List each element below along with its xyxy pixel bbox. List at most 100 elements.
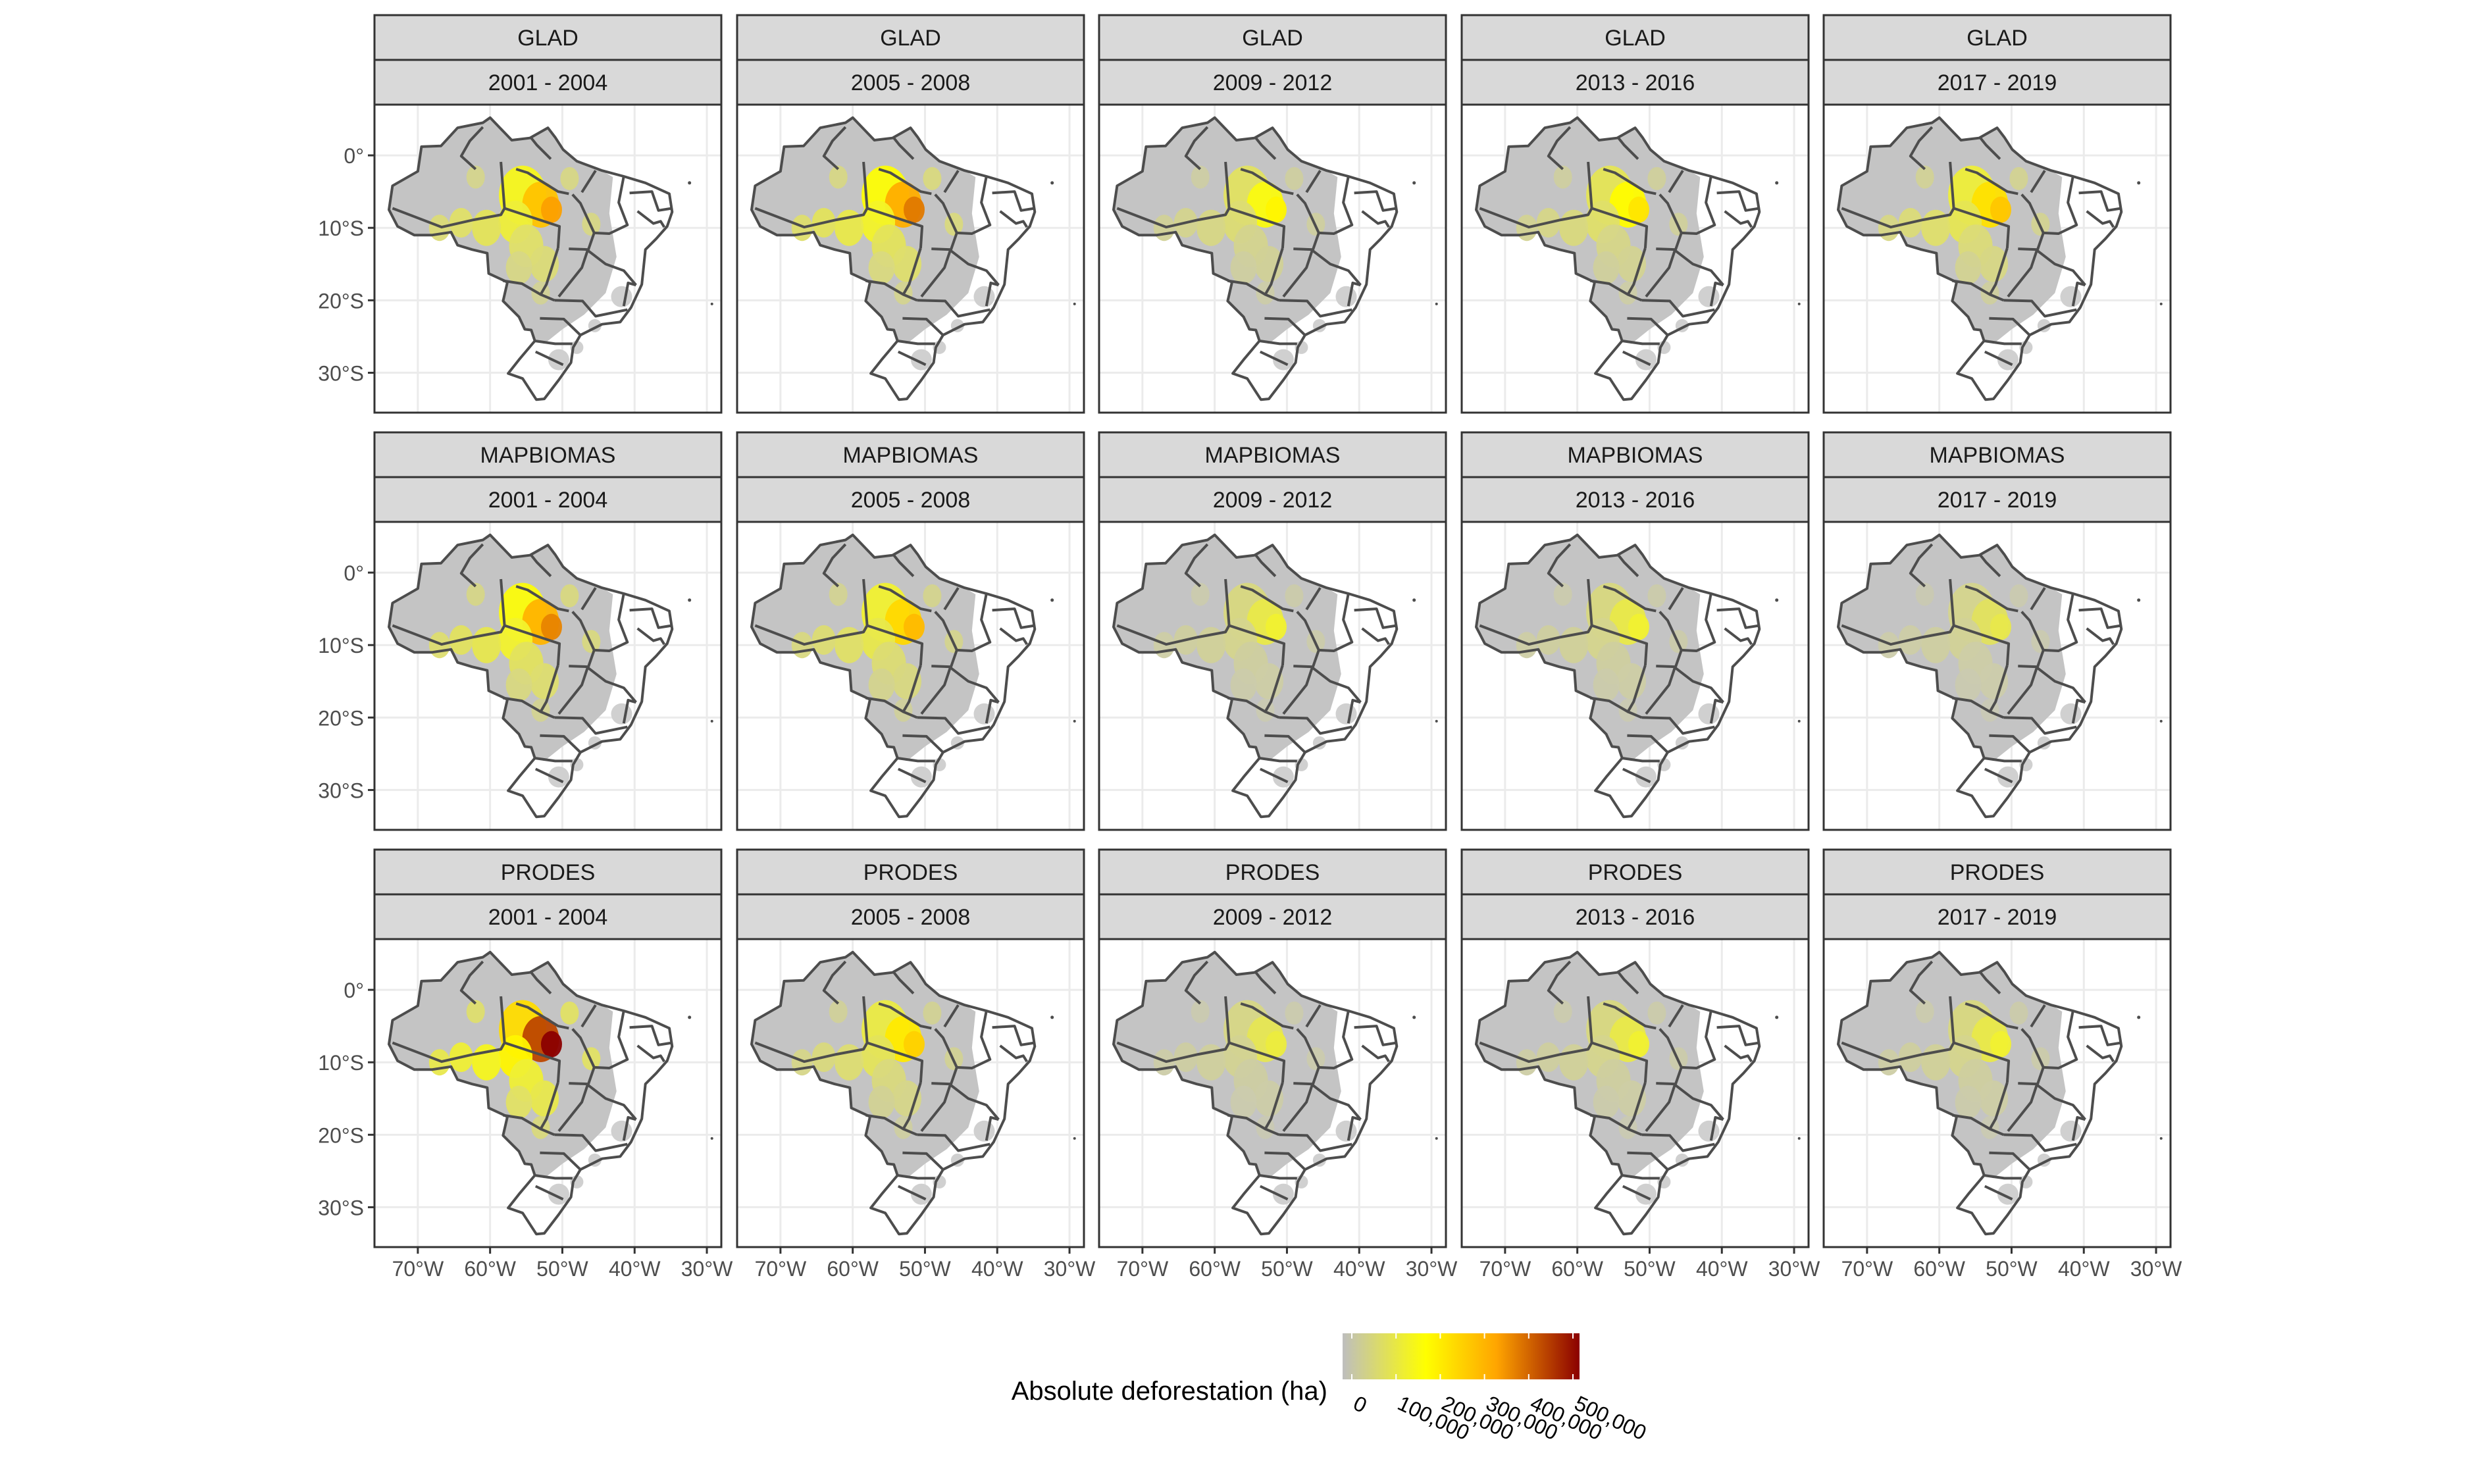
facet-strip-source <box>1822 14 2172 61</box>
state-border <box>1724 627 1753 646</box>
state-border <box>540 317 582 336</box>
deforestation-hotspot <box>903 196 925 223</box>
state-border <box>503 279 542 296</box>
deforestation-low-patch <box>1272 1183 1294 1205</box>
map-panel: GLAD 2009 - 2012 <box>1098 14 1447 414</box>
deforestation-hotspot <box>1990 613 2011 640</box>
state-border <box>2030 170 2046 193</box>
state-border <box>580 1004 597 1028</box>
deforestation-hotspot <box>1265 1031 1287 1058</box>
panel-border <box>373 938 723 1248</box>
state-border <box>1989 1151 2031 1171</box>
deforestation-hotspot <box>892 245 922 282</box>
state-border <box>1227 696 1266 713</box>
deforestation-low-patch <box>910 349 932 371</box>
deforestation-hotspot <box>1191 582 1210 606</box>
state-border <box>636 210 665 228</box>
deforestation-hotspot <box>791 215 813 242</box>
state-border <box>865 1113 904 1131</box>
deforestation-hotspot <box>1153 632 1175 659</box>
state-border <box>897 1185 927 1201</box>
state-border <box>956 1010 992 1069</box>
state-border <box>1361 627 1390 646</box>
state-border <box>1617 971 1639 995</box>
state-border <box>622 698 636 724</box>
island-marker <box>1435 302 1438 305</box>
island-marker <box>1797 1137 1801 1140</box>
island-marker <box>1412 598 1416 602</box>
deforestation-hotspot <box>1990 1031 2011 1058</box>
deforestation-hotspot <box>1647 584 1666 607</box>
x-axis-tick-label: 60°W <box>1189 1257 1241 1281</box>
brazil-map <box>750 116 1076 401</box>
deforestation-hotspot <box>1878 1049 1899 1076</box>
state-border <box>920 667 952 715</box>
map-panel: GLAD 2005 - 2008 <box>736 14 1085 414</box>
state-border <box>1909 960 1934 1005</box>
state-border <box>392 1041 506 1063</box>
map-panel: PRODES 2005 - 2008 <box>736 848 1085 1248</box>
state-border <box>1547 960 1572 1005</box>
state-border <box>822 126 847 170</box>
deforestation-hotspot <box>1553 165 1572 189</box>
state-border <box>1626 1082 1647 1137</box>
state-border <box>594 176 629 235</box>
x-axis-tick-label: 40°W <box>2058 1257 2110 1281</box>
state-border <box>1984 757 2022 763</box>
facet-strip-source <box>1460 14 1810 61</box>
state-border <box>1668 170 1684 193</box>
state-border <box>1318 176 1354 235</box>
facet-strip-period-label: 2017 - 2019 <box>1938 488 2057 513</box>
map-panel: PRODES 2001 - 2004 <box>373 848 723 1248</box>
facet-strip-period <box>736 59 1085 106</box>
deforestation-hotspot <box>903 1031 925 1058</box>
facet-strip-source-label: GLAD <box>880 26 941 51</box>
deforestation-low-patch <box>1997 766 2018 788</box>
state-border <box>1318 1010 1354 1069</box>
legend-title: Absolute deforestation (ha) <box>1012 1377 1327 1406</box>
y-axis-tick-label: 20°S <box>318 706 364 730</box>
state-border <box>1587 578 1593 626</box>
deforestation-low-patch <box>973 1120 995 1142</box>
state-border <box>1590 1113 1629 1131</box>
state-border <box>1254 971 1277 995</box>
island-marker <box>1073 719 1076 723</box>
state-border <box>1264 665 1284 719</box>
state-border <box>1184 960 1209 1005</box>
state-border <box>1641 716 1715 735</box>
facet-strip-period <box>1098 59 1447 106</box>
state-border <box>1259 757 1297 763</box>
x-axis-tick-label: 60°W <box>827 1257 879 1281</box>
state-border <box>1709 698 1724 724</box>
country-outline <box>1837 533 2123 819</box>
deforestation-hotspot <box>1191 1000 1210 1023</box>
state-border <box>1716 607 1760 629</box>
state-border <box>2071 698 2086 724</box>
legend-break-label: 0 <box>1350 1391 1370 1418</box>
deforestation-hotspot <box>466 582 485 606</box>
state-border <box>1949 161 1955 209</box>
state-border <box>557 667 589 715</box>
x-axis-tick-label: 30°W <box>2130 1257 2182 1281</box>
facet-strip-source-label: PRODES <box>501 860 596 885</box>
state-border <box>992 1025 1035 1046</box>
state-border <box>1709 1115 1724 1141</box>
deforestation-hotspot <box>2009 584 2028 607</box>
state-border <box>586 666 637 704</box>
state-border <box>503 1041 561 1083</box>
brazil-map <box>1475 533 1801 819</box>
x-axis-tick-label: 30°W <box>1044 1257 1096 1281</box>
facet-strip-source <box>1098 14 1447 61</box>
state-border <box>1724 210 1753 228</box>
deforestation-hotspot <box>428 632 450 659</box>
facet-strip-period <box>373 476 723 523</box>
country-outline <box>388 116 674 401</box>
state-border <box>534 350 564 367</box>
state-border <box>1590 279 1629 296</box>
state-border <box>992 607 1035 629</box>
state-border <box>392 624 506 646</box>
state-border <box>1953 1041 2011 1083</box>
map-panel: PRODES 2017 - 2019 <box>1822 848 2172 1248</box>
facet-strip-period-label: 2001 - 2004 <box>488 905 608 930</box>
